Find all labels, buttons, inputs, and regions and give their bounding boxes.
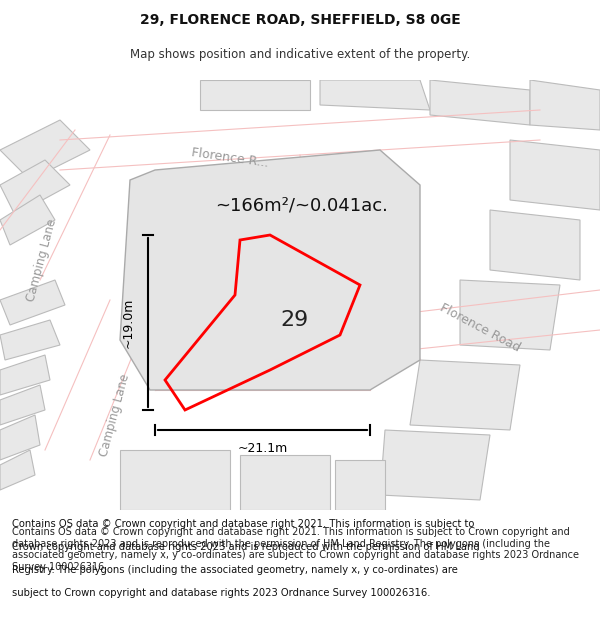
Polygon shape — [30, 260, 210, 460]
Polygon shape — [300, 280, 600, 390]
Polygon shape — [430, 80, 530, 125]
Polygon shape — [0, 450, 35, 490]
Polygon shape — [200, 80, 310, 110]
Text: Registry. The polygons (including the associated geometry, namely x, y co-ordina: Registry. The polygons (including the as… — [12, 565, 458, 575]
Polygon shape — [120, 150, 420, 390]
Text: Camping Lane: Camping Lane — [25, 217, 59, 302]
Text: Florence Road: Florence Road — [437, 301, 523, 354]
Polygon shape — [240, 455, 330, 510]
Polygon shape — [0, 195, 55, 245]
Text: Florence R...: Florence R... — [191, 146, 269, 170]
Polygon shape — [0, 160, 70, 215]
Text: ~21.1m: ~21.1m — [238, 441, 287, 454]
Text: Camping Lane: Camping Lane — [98, 372, 132, 458]
Polygon shape — [510, 140, 600, 210]
Polygon shape — [530, 80, 600, 130]
Polygon shape — [0, 385, 45, 425]
Polygon shape — [0, 320, 60, 360]
Polygon shape — [120, 450, 230, 510]
Polygon shape — [320, 80, 430, 110]
Text: Crown copyright and database rights 2023 and is reproduced with the permission o: Crown copyright and database rights 2023… — [12, 542, 480, 552]
Polygon shape — [60, 110, 540, 190]
Polygon shape — [380, 430, 490, 500]
Text: 29, FLORENCE ROAD, SHEFFIELD, S8 0GE: 29, FLORENCE ROAD, SHEFFIELD, S8 0GE — [140, 13, 460, 27]
Text: ~19.0m: ~19.0m — [121, 298, 134, 348]
Polygon shape — [0, 355, 50, 395]
Polygon shape — [460, 280, 560, 350]
Text: Contains OS data © Crown copyright and database right 2021. This information is : Contains OS data © Crown copyright and d… — [12, 519, 475, 529]
Text: Map shows position and indicative extent of the property.: Map shows position and indicative extent… — [130, 48, 470, 61]
Polygon shape — [335, 460, 385, 510]
Text: Contains OS data © Crown copyright and database right 2021. This information is : Contains OS data © Crown copyright and d… — [12, 528, 579, 572]
Text: 29: 29 — [281, 310, 309, 330]
Polygon shape — [410, 360, 520, 430]
Polygon shape — [0, 280, 65, 325]
Polygon shape — [490, 210, 580, 280]
Polygon shape — [0, 130, 155, 280]
Text: subject to Crown copyright and database rights 2023 Ordnance Survey 100026316.: subject to Crown copyright and database … — [12, 588, 431, 598]
Text: ~166m²/~0.041ac.: ~166m²/~0.041ac. — [215, 196, 388, 214]
Polygon shape — [0, 415, 40, 460]
Polygon shape — [0, 120, 90, 180]
